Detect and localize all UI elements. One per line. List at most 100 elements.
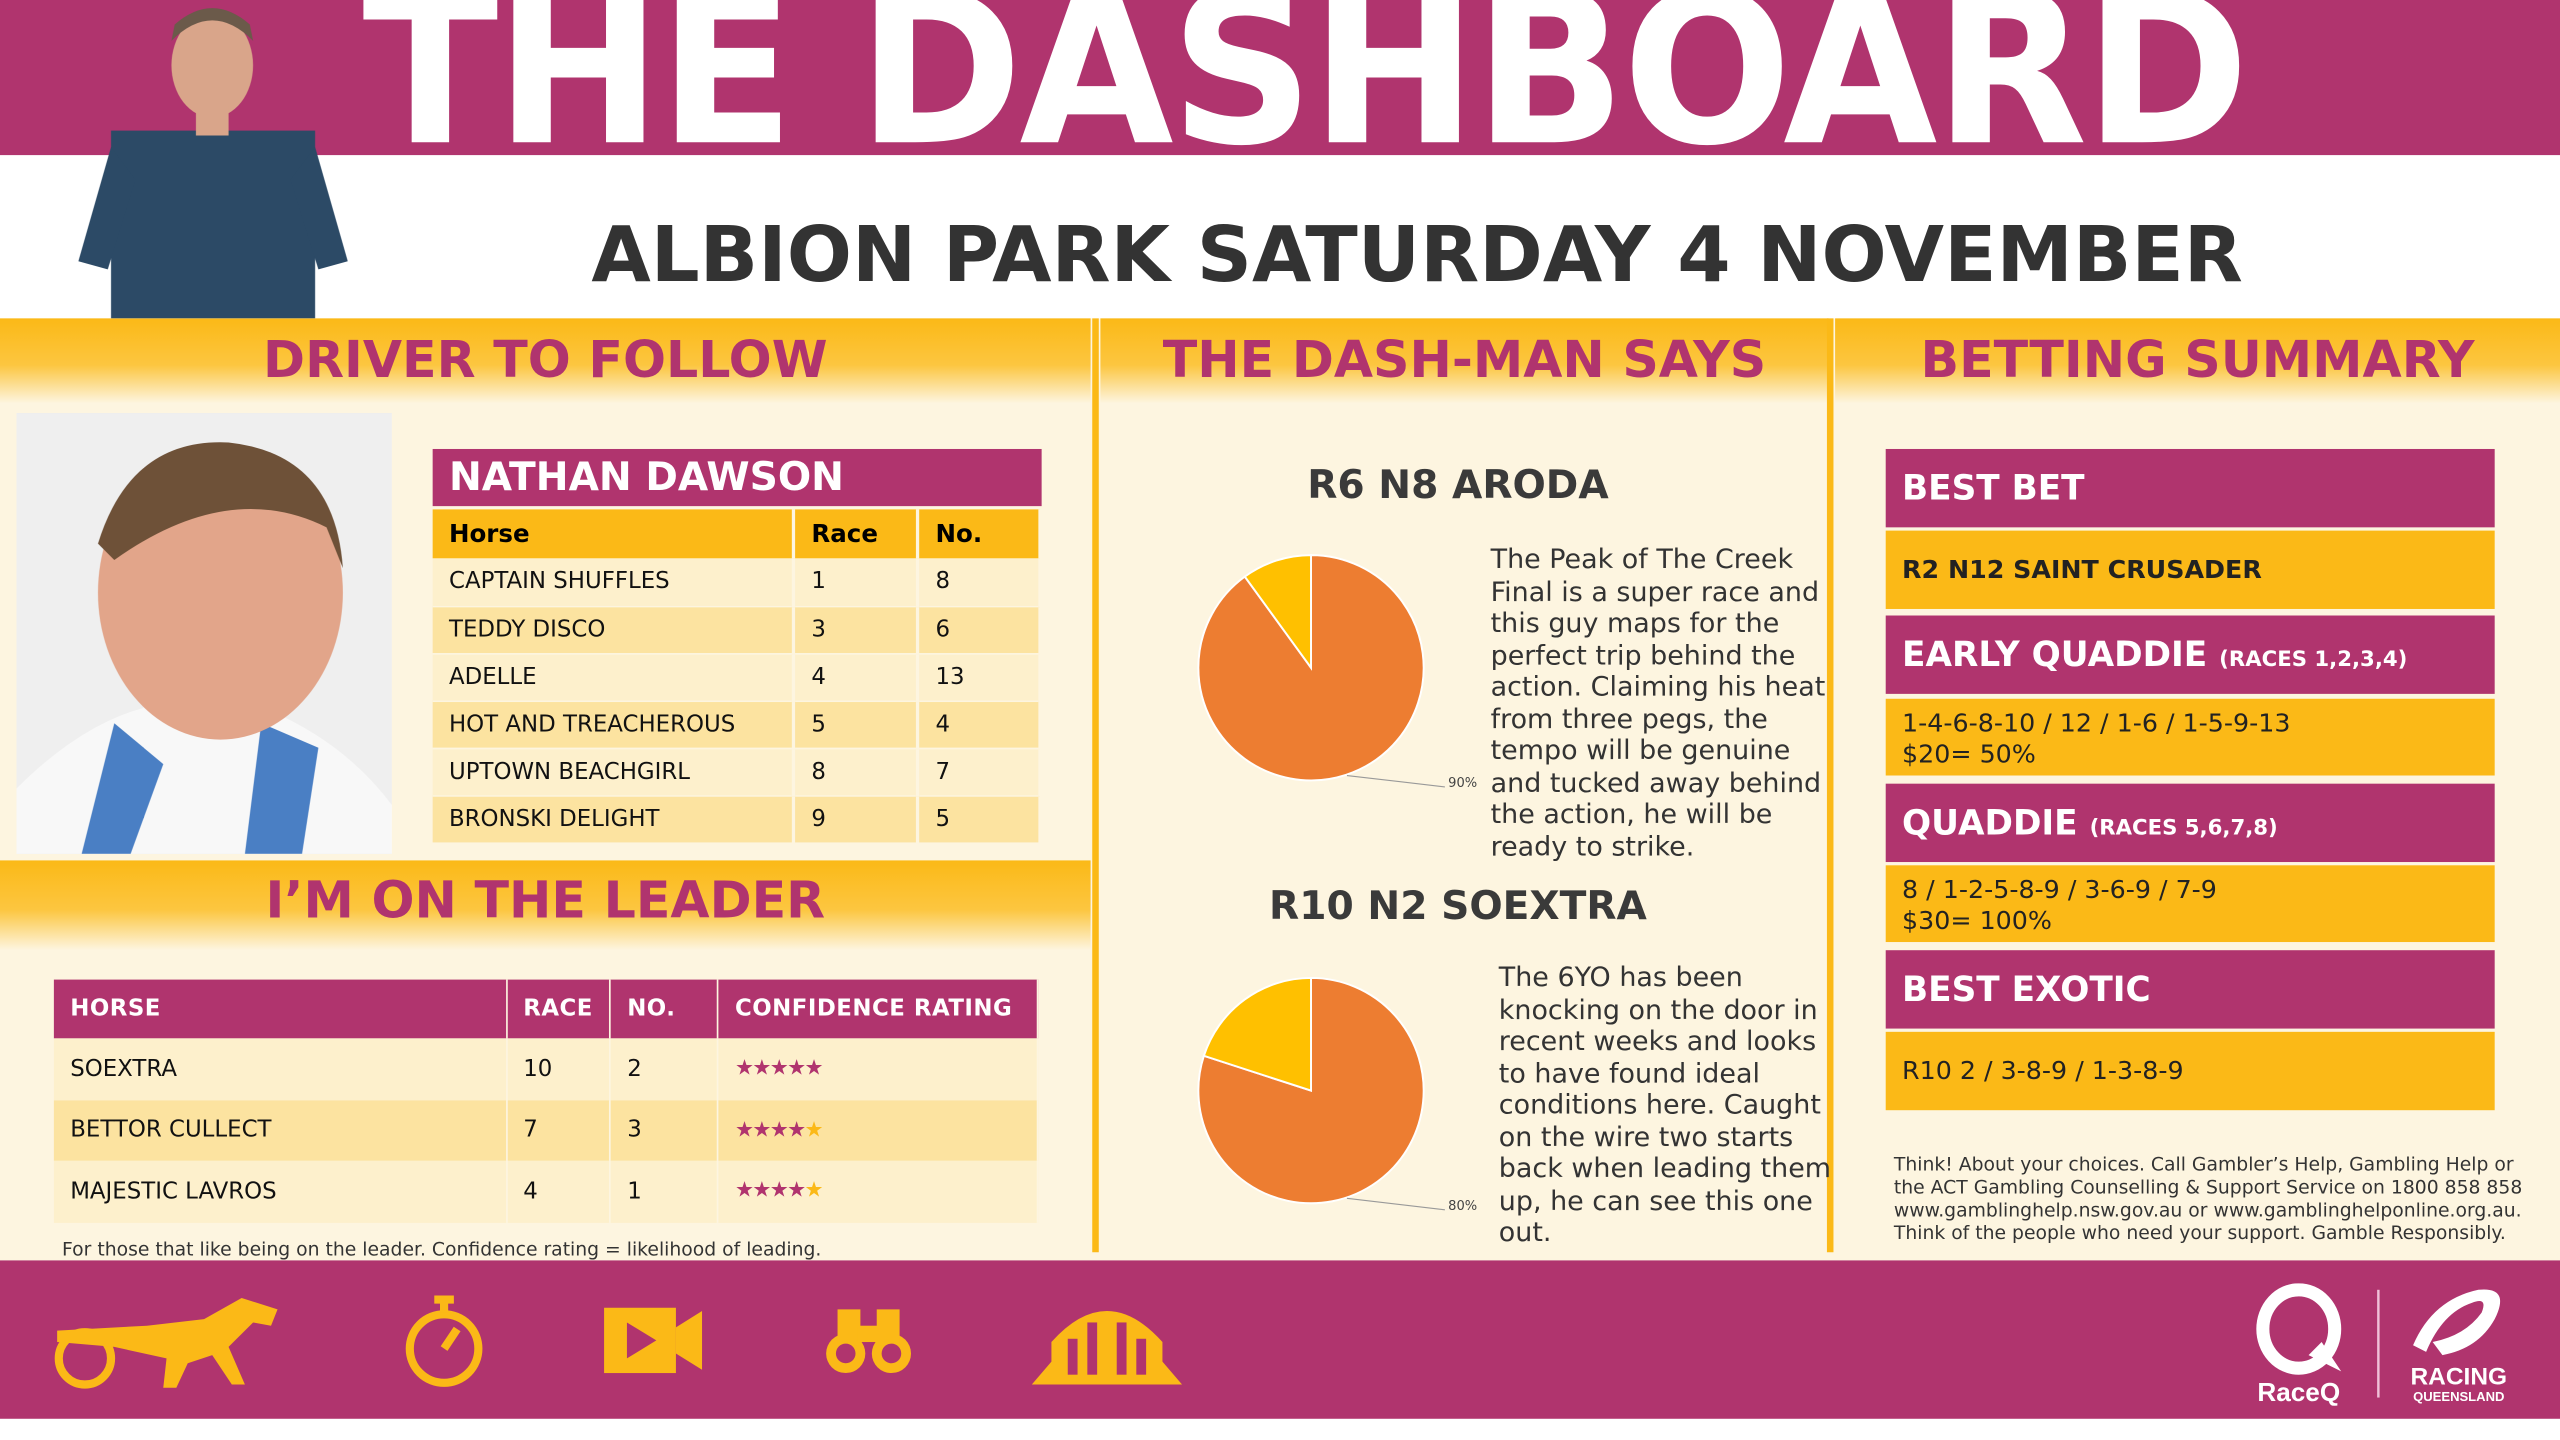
star-icon: ★ bbox=[734, 1179, 754, 1204]
table-cell: 4 bbox=[793, 653, 920, 702]
best-bet-title: BEST BET bbox=[1885, 448, 2495, 528]
pie-chart: 80% bbox=[1197, 976, 1477, 1214]
table-row: BETTOR CULLECT 7 3 ★★★★★ bbox=[53, 1099, 1039, 1161]
footer: RaceQ RACING QUEENSLAND bbox=[0, 1260, 2560, 1419]
star-icon: ★ bbox=[787, 1179, 806, 1204]
driver-table: Horse Race No. CAPTAIN SHUFFLES 1 8 TEDDY DIS… bbox=[432, 509, 1042, 844]
table-cell: 9 bbox=[793, 795, 920, 844]
star-icon: ★ bbox=[769, 1056, 789, 1082]
table-cell: SOEXTRA bbox=[53, 1038, 507, 1100]
table-row: SOEXTRA 10 2 ★★★★★ bbox=[53, 1038, 1039, 1100]
table-cell: 6 bbox=[917, 605, 1042, 654]
table-cell: 8 bbox=[917, 558, 1042, 607]
confidence-rating: ★★★★★ bbox=[717, 1099, 1039, 1161]
driver-name: NATHAN DAWSON bbox=[432, 448, 1042, 507]
video-camera-icon bbox=[604, 1307, 703, 1374]
best-bet-value: R2 N12 SAINT CRUSADER bbox=[1885, 530, 2495, 609]
star-icon: ★ bbox=[752, 1056, 771, 1082]
pick-title: R6 N8 ARODA bbox=[1307, 462, 1609, 508]
table-row: HOT AND TREACHEROUS 5 4 bbox=[432, 700, 1042, 749]
star-icon: ★ bbox=[734, 1117, 754, 1143]
page-title: THE DASHBOARD bbox=[362, 0, 2249, 156]
pie-slice bbox=[1197, 554, 1425, 782]
table-cell: 7 bbox=[917, 747, 1042, 796]
races-label: (RACES 1,2,3,4) bbox=[2219, 648, 2408, 673]
pick-text: The Peak of The Creek Final is a super r… bbox=[1490, 543, 1826, 862]
stake: $30= 100% bbox=[1902, 906, 2052, 936]
pie-chart: 90% bbox=[1197, 554, 1477, 791]
table-cell: 5 bbox=[793, 700, 920, 749]
section-title: BETTING SUMMARY bbox=[1920, 331, 2475, 391]
quaddie-title: QUADDIE (RACES 5,6,7,8) bbox=[1885, 783, 2495, 863]
pie-data-label: 80% bbox=[1448, 1199, 1477, 1214]
binoculars-icon bbox=[826, 1309, 912, 1374]
table-row: BRONSKI DELIGHT 9 5 bbox=[432, 795, 1042, 844]
harness-racing-icon bbox=[54, 1297, 278, 1389]
stopwatch-icon bbox=[405, 1295, 483, 1387]
best-exotic-value: R10 2 / 3-8-9 / 1-3-8-9 bbox=[1885, 1031, 2495, 1111]
column-header: Race bbox=[793, 509, 920, 559]
title-band: THE DASHBOARD bbox=[0, 0, 2560, 156]
starting-gate-icon bbox=[1031, 1311, 1183, 1385]
gambling-disclaimer: Think! About your choices. Call Gambler’… bbox=[1893, 1152, 2523, 1245]
table-cell: UPTOWN BEACHGIRL bbox=[432, 747, 796, 796]
label-leader-line bbox=[1346, 774, 1445, 788]
table-cell: 1 bbox=[610, 1160, 719, 1223]
early-quaddie-title: EARLY QUADDIE (RACES 1,2,3,4) bbox=[1885, 615, 2495, 694]
star-icon: ★ bbox=[752, 1179, 771, 1204]
pick-title: R10 N2 SOEXTRA bbox=[1269, 883, 1647, 929]
table-cell: 1 bbox=[793, 558, 920, 607]
raceq-logo: RaceQ RACING QUEENSLAND bbox=[2256, 1283, 2508, 1406]
column-header: Horse bbox=[432, 509, 796, 559]
table-cell: 8 bbox=[793, 747, 920, 796]
table-cell: HOT AND TREACHEROUS bbox=[432, 700, 796, 749]
confidence-rating: ★★★★★ bbox=[717, 1160, 1039, 1223]
leader-header: I’M ON THE LEADER bbox=[0, 860, 1091, 951]
table-cell: MAJESTIC LAVROS bbox=[53, 1160, 507, 1223]
best-exotic-title: BEST EXOTIC bbox=[1885, 950, 2495, 1029]
star-icon: ★ bbox=[769, 1117, 789, 1143]
table-row: TEDDY DISCO 3 6 bbox=[432, 605, 1042, 654]
table-cell: CAPTAIN SHUFFLES bbox=[432, 558, 796, 607]
confidence-rating: ★★★★★ bbox=[717, 1038, 1039, 1100]
table-cell: 7 bbox=[506, 1099, 611, 1161]
races-label: (RACES 5,6,7,8) bbox=[2089, 816, 2278, 841]
betting-header: BETTING SUMMARY bbox=[1835, 318, 2560, 404]
table-cell: 3 bbox=[610, 1099, 719, 1161]
driver-photo bbox=[16, 413, 392, 854]
table-row: UPTOWN BEACHGIRL 8 7 bbox=[432, 747, 1042, 796]
rq-logo-text: QUEENSLAND bbox=[2413, 1389, 2504, 1404]
star-icon: ★ bbox=[787, 1056, 806, 1082]
box-title: EARLY QUADDIE bbox=[1902, 635, 2208, 675]
star-icon: ★ bbox=[769, 1179, 789, 1204]
table-cell: 5 bbox=[917, 795, 1042, 844]
star-icon: ★ bbox=[804, 1117, 824, 1143]
section-title: I’M ON THE LEADER bbox=[265, 871, 826, 931]
pie-slice bbox=[1197, 976, 1425, 1205]
star-icon: ★ bbox=[787, 1117, 806, 1143]
table-cell: 10 bbox=[506, 1038, 611, 1100]
pick-text: The 6YO has been knocking on the door in… bbox=[1498, 961, 1832, 1248]
table-cell: BRONSKI DELIGHT bbox=[432, 795, 796, 844]
column-header: NO. bbox=[610, 979, 719, 1039]
pie-slice bbox=[1243, 554, 1312, 671]
dashman-header: THE DASH-MAN SAYS bbox=[1100, 318, 1829, 404]
table-cell: ADELLE bbox=[432, 653, 796, 702]
table-cell: BETTOR CULLECT bbox=[53, 1099, 507, 1161]
column-header: HORSE bbox=[53, 979, 507, 1039]
driver-header: DRIVER TO FOLLOW bbox=[0, 318, 1091, 404]
raceq-logo-text: RaceQ bbox=[2257, 1377, 2340, 1406]
box-title: QUADDIE bbox=[1902, 803, 2078, 843]
pie-slice bbox=[1202, 976, 1312, 1092]
rq-logo-text: RACING bbox=[2411, 1363, 2508, 1390]
table-row: CAPTAIN SHUFFLES 1 8 bbox=[432, 558, 1042, 607]
star-icon: ★ bbox=[804, 1056, 824, 1082]
table-cell: 4 bbox=[506, 1160, 611, 1223]
section-title: THE DASH-MAN SAYS bbox=[1162, 331, 1767, 391]
divider bbox=[1092, 318, 1099, 1253]
divider bbox=[1826, 318, 1834, 1253]
leader-note: For those that like being on the leader.… bbox=[62, 1237, 822, 1261]
legs: 8 / 1-2-5-8-9 / 3-6-9 / 7-9 bbox=[1902, 875, 2217, 905]
quaddie-value: 8 / 1-2-5-8-9 / 3-6-9 / 7-9 $30= 100% bbox=[1885, 865, 2495, 943]
